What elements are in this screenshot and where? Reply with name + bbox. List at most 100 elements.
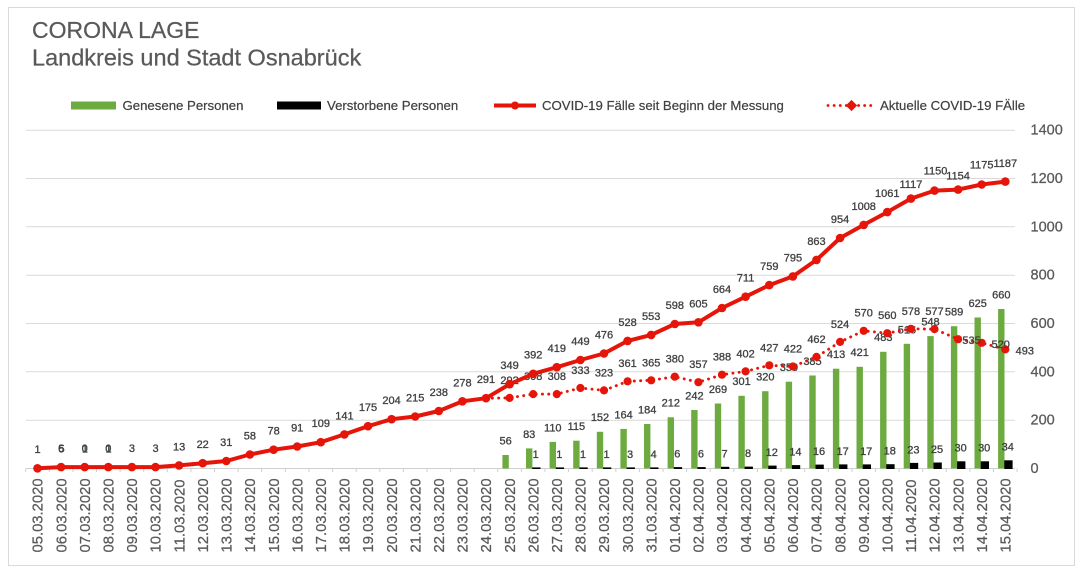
svg-text:83: 83 [523,429,535,441]
svg-text:11.04.2020: 11.04.2020 [904,480,920,553]
svg-text:184: 184 [638,405,656,417]
svg-text:0: 0 [1031,461,1039,477]
svg-text:56: 56 [499,435,511,447]
svg-text:524: 524 [831,319,849,331]
svg-text:349: 349 [500,360,518,372]
svg-text:23: 23 [907,444,919,456]
svg-text:17: 17 [860,446,872,458]
svg-text:380: 380 [666,354,684,366]
svg-text:422: 422 [784,344,802,356]
svg-text:954: 954 [831,214,849,226]
svg-text:553: 553 [642,311,660,323]
svg-text:31.03.2020: 31.03.2020 [644,478,660,552]
svg-text:528: 528 [618,317,636,329]
svg-text:1008: 1008 [851,201,875,213]
svg-text:21.03.2020: 21.03.2020 [408,478,424,552]
svg-text:4: 4 [651,449,657,461]
svg-text:600: 600 [1031,316,1055,332]
svg-text:10.03.2020: 10.03.2020 [149,478,165,552]
svg-text:1154: 1154 [946,171,970,183]
svg-text:05.03.2020: 05.03.2020 [31,478,47,552]
svg-text:3: 3 [129,443,135,455]
svg-text:1: 1 [580,449,586,461]
svg-text:402: 402 [736,348,754,360]
svg-text:1150: 1150 [924,166,948,178]
svg-text:12.03.2020: 12.03.2020 [196,478,212,552]
svg-text:759: 759 [760,261,778,273]
svg-text:535: 535 [962,335,980,347]
svg-text:664: 664 [713,284,731,296]
svg-text:200: 200 [1031,413,1055,429]
svg-text:301: 301 [732,376,750,388]
svg-text:589: 589 [945,307,963,319]
svg-text:6: 6 [674,449,680,461]
svg-text:711: 711 [737,273,755,285]
svg-text:58: 58 [244,430,256,442]
svg-text:Verstorbene Personen: Verstorbene Personen [327,98,458,113]
svg-text:141: 141 [335,410,353,422]
svg-text:238: 238 [430,387,448,399]
svg-text:392: 392 [524,350,542,362]
svg-text:19.03.2020: 19.03.2020 [361,478,377,552]
svg-text:07.04.2020: 07.04.2020 [810,478,826,552]
svg-text:Aktuelle COVID-19 FÄlle: Aktuelle COVID-19 FÄlle [880,98,1025,113]
svg-text:04.04.2020: 04.04.2020 [739,478,755,552]
svg-text:23.03.2020: 23.03.2020 [456,478,472,552]
svg-text:449: 449 [571,336,589,348]
svg-text:02.04.2020: 02.04.2020 [692,478,708,552]
svg-text:14: 14 [789,447,801,459]
svg-text:476: 476 [595,329,613,341]
svg-text:365: 365 [642,357,660,369]
svg-text:278: 278 [453,377,471,389]
svg-text:34: 34 [1002,442,1014,454]
svg-text:COVID-19 Fälle seit Beginn der: COVID-19 Fälle seit Beginn der Messung [542,98,784,113]
svg-text:1175: 1175 [970,160,994,172]
svg-text:17: 17 [836,446,848,458]
svg-text:520: 520 [992,339,1010,351]
svg-text:14.03.2020: 14.03.2020 [243,478,259,552]
svg-text:291: 291 [477,374,495,386]
svg-text:308: 308 [548,371,566,383]
svg-text:598: 598 [666,300,684,312]
svg-text:03.04.2020: 03.04.2020 [715,478,731,552]
svg-text:115: 115 [568,421,586,433]
svg-text:0: 0 [82,443,88,455]
svg-text:660: 660 [992,290,1010,302]
svg-text:1: 1 [34,444,40,456]
svg-text:30.03.2020: 30.03.2020 [621,478,637,552]
svg-text:323: 323 [595,367,613,379]
svg-text:8: 8 [745,448,751,460]
svg-text:15.04.2020: 15.04.2020 [999,478,1015,552]
svg-text:164: 164 [614,409,632,421]
svg-text:1000: 1000 [1031,219,1063,235]
svg-text:109: 109 [312,418,330,430]
svg-text:1: 1 [82,444,88,456]
svg-text:361: 361 [618,358,636,370]
svg-text:12: 12 [766,447,778,459]
svg-text:17.03.2020: 17.03.2020 [314,478,330,552]
svg-text:863: 863 [807,236,825,248]
svg-text:110: 110 [544,422,562,434]
svg-text:421: 421 [851,347,869,359]
svg-text:3: 3 [152,443,158,455]
svg-text:175: 175 [359,402,377,414]
svg-text:15.03.2020: 15.03.2020 [267,478,283,552]
svg-text:91: 91 [291,423,303,435]
svg-text:28.03.2020: 28.03.2020 [574,478,590,552]
svg-text:577: 577 [925,306,943,318]
svg-text:269: 269 [709,384,727,396]
svg-text:06.03.2020: 06.03.2020 [54,478,70,552]
svg-text:22: 22 [197,439,209,451]
svg-text:78: 78 [267,426,279,438]
svg-text:Genesene Personen: Genesene Personen [123,98,244,113]
svg-text:1: 1 [533,449,539,461]
svg-text:14.04.2020: 14.04.2020 [975,478,991,552]
svg-text:6: 6 [58,443,64,455]
svg-text:07.03.2020: 07.03.2020 [78,478,94,552]
svg-text:3: 3 [627,449,633,461]
svg-text:09.04.2020: 09.04.2020 [857,478,873,552]
svg-text:333: 333 [571,365,589,377]
svg-text:1200: 1200 [1031,171,1063,187]
svg-text:16.03.2020: 16.03.2020 [290,478,306,552]
svg-text:320: 320 [756,372,774,384]
